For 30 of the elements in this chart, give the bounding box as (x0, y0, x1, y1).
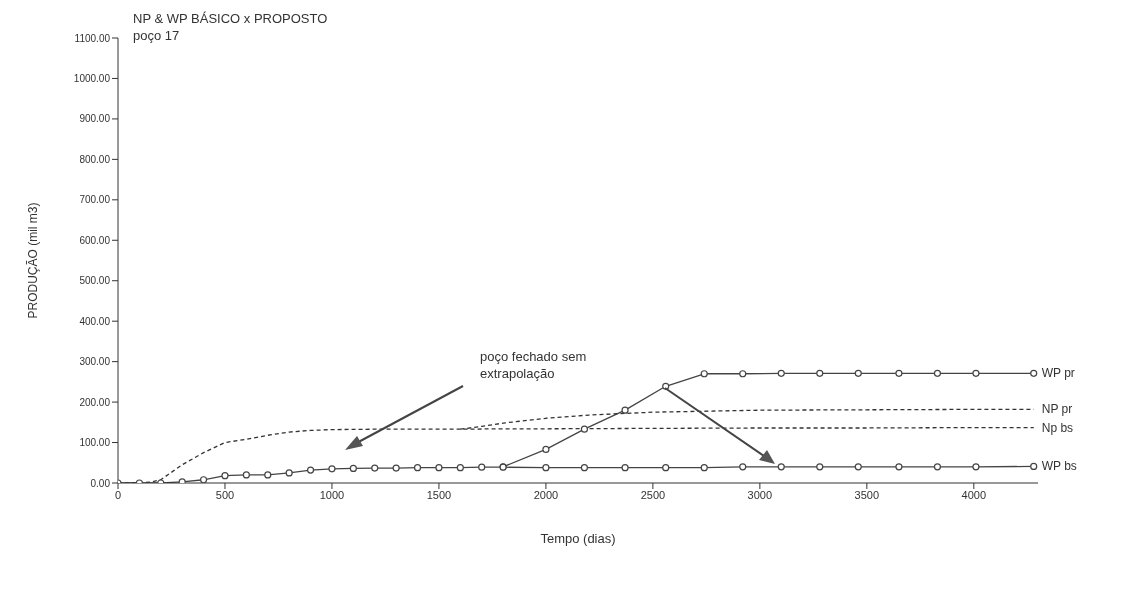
y-tick-label: 700.00 (79, 194, 111, 206)
x-axis-title: Tempo (dias) (540, 531, 616, 546)
x-tick-label: 3500 (854, 488, 880, 501)
y-axis-title: PRODUÇÃO (mil m3) (26, 202, 41, 319)
series-label: Np bs (1041, 420, 1074, 435)
chart-subtitle: poço 17 (133, 27, 181, 44)
x-tick-label: 4000 (961, 488, 987, 501)
y-tick-label: 900.00 (79, 113, 111, 125)
y-tick-label: 500.00 (79, 275, 111, 287)
y-tick-label: 1100.00 (74, 32, 111, 44)
x-tick-label: 3000 (747, 488, 773, 501)
y-tick-label: 300.00 (79, 356, 111, 368)
x-tick-label: 500 (215, 488, 235, 501)
chart-title: NP & WP BÁSICO x PROPOSTO (133, 10, 328, 27)
y-tick-label: 200.00 (79, 396, 111, 408)
y-tick-label: 800.00 (79, 153, 111, 165)
y-tick-label: 100.00 (79, 437, 111, 449)
series-label: WP bs (1041, 459, 1077, 474)
x-tick-label: 1500 (426, 488, 452, 501)
y-tick-label: 400.00 (79, 315, 111, 327)
y-tick-label: 1000.00 (73, 73, 111, 84)
annotation: poço fechado sem extrapolação (480, 348, 588, 382)
y-tick-label: 600.00 (79, 234, 111, 246)
x-tick-label: 1000 (319, 488, 345, 501)
y-tick-label: 0.00 (90, 477, 111, 489)
x-tick-label: 0 (114, 488, 122, 501)
x-tick-label: 2500 (640, 488, 666, 501)
series-label: WP pr (1041, 366, 1075, 381)
series-label: NP pr (1041, 402, 1073, 417)
x-tick-label: 2000 (533, 488, 559, 501)
